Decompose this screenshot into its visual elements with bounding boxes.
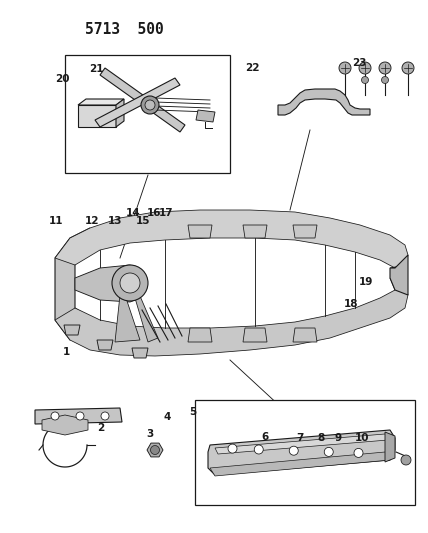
Text: 16: 16 [147, 208, 161, 218]
Circle shape [151, 446, 160, 455]
Circle shape [228, 444, 237, 453]
Circle shape [339, 62, 351, 74]
Circle shape [354, 448, 363, 457]
Text: 23: 23 [352, 58, 367, 68]
Polygon shape [35, 408, 122, 424]
Polygon shape [78, 99, 124, 105]
Circle shape [401, 455, 411, 465]
Circle shape [76, 412, 84, 420]
Circle shape [120, 273, 140, 293]
Text: 13: 13 [108, 216, 123, 226]
Text: 5713  500: 5713 500 [85, 22, 164, 37]
Polygon shape [385, 432, 395, 462]
Text: 21: 21 [89, 64, 104, 74]
Polygon shape [188, 225, 212, 238]
Polygon shape [208, 430, 395, 475]
Polygon shape [243, 328, 267, 342]
Polygon shape [278, 89, 370, 115]
Circle shape [402, 62, 414, 74]
Text: 18: 18 [344, 299, 358, 309]
Polygon shape [293, 328, 317, 342]
Text: 15: 15 [136, 216, 151, 226]
Text: 22: 22 [245, 63, 260, 73]
Bar [195, 400, 415, 505]
Polygon shape [293, 225, 317, 238]
Circle shape [254, 445, 263, 454]
Polygon shape [100, 68, 185, 132]
Polygon shape [196, 110, 215, 122]
Text: 2: 2 [97, 423, 104, 433]
Text: 11: 11 [48, 216, 63, 226]
Polygon shape [95, 78, 180, 127]
Polygon shape [188, 328, 212, 342]
Polygon shape [115, 295, 140, 342]
Polygon shape [116, 99, 124, 127]
Text: 19: 19 [359, 278, 373, 287]
Text: 6: 6 [262, 432, 269, 442]
Polygon shape [42, 415, 88, 435]
Polygon shape [215, 434, 388, 454]
Polygon shape [135, 296, 158, 342]
Text: 5: 5 [189, 407, 196, 417]
Text: 17: 17 [159, 208, 173, 218]
Text: 7: 7 [296, 433, 303, 443]
Polygon shape [390, 255, 408, 295]
Circle shape [359, 62, 371, 74]
Polygon shape [210, 452, 390, 476]
Polygon shape [97, 340, 113, 350]
Text: 10: 10 [354, 433, 369, 443]
Polygon shape [55, 278, 408, 356]
Text: 3: 3 [146, 430, 153, 439]
Polygon shape [75, 265, 140, 302]
Circle shape [381, 77, 389, 84]
Text: 1: 1 [63, 347, 70, 357]
Circle shape [101, 412, 109, 420]
Polygon shape [78, 105, 116, 127]
Text: 14: 14 [125, 208, 140, 218]
Polygon shape [55, 228, 90, 340]
Circle shape [379, 62, 391, 74]
Bar [65, 55, 230, 173]
Circle shape [145, 100, 155, 110]
Polygon shape [147, 443, 163, 457]
Polygon shape [55, 210, 408, 268]
Polygon shape [243, 225, 267, 238]
Text: 8: 8 [318, 433, 324, 443]
Circle shape [324, 447, 333, 456]
Text: 9: 9 [335, 433, 342, 443]
Polygon shape [64, 325, 80, 335]
Text: 4: 4 [163, 413, 171, 422]
Text: 20: 20 [55, 74, 69, 84]
Circle shape [289, 446, 298, 455]
Circle shape [51, 412, 59, 420]
Circle shape [362, 77, 369, 84]
Circle shape [141, 96, 159, 114]
Polygon shape [132, 348, 148, 358]
Text: 12: 12 [85, 216, 99, 226]
Circle shape [112, 265, 148, 301]
